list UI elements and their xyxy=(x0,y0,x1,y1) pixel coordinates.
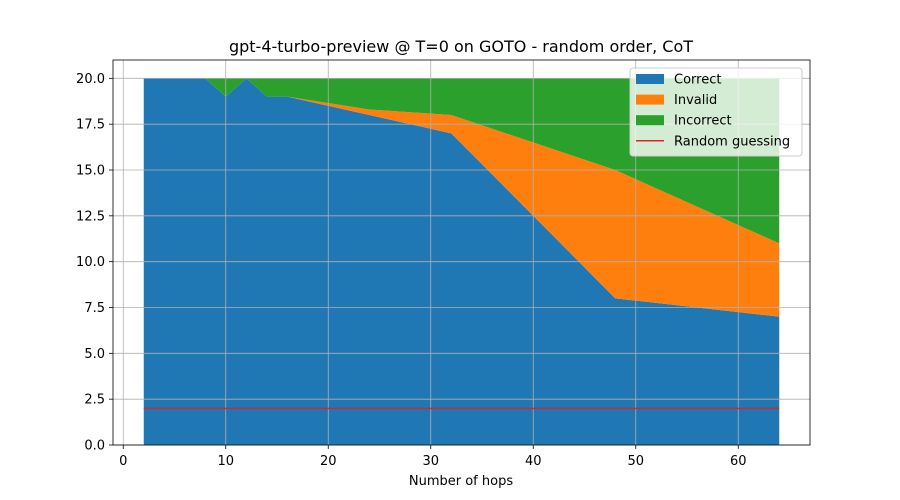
y-tick-label: 20.0 xyxy=(76,72,105,87)
legend: Correct Invalid Incorrect Random guessing xyxy=(629,67,803,157)
y-tick-label: 17.5 xyxy=(76,118,105,133)
x-tick-label: 50 xyxy=(627,454,644,469)
axes-frame xyxy=(112,59,811,446)
legend-label-incorrect: Incorrect xyxy=(674,114,732,129)
y-tick-label: 2.5 xyxy=(84,393,105,408)
legend-swatch-correct xyxy=(636,74,664,84)
chart-title: gpt-4-turbo-preview @ T=0 on GOTO - rand… xyxy=(229,37,693,56)
legend-box xyxy=(629,67,803,157)
x-tick-label: 30 xyxy=(422,454,439,469)
x-tick-label: 20 xyxy=(320,454,337,469)
x-tick-label: 0 xyxy=(119,454,127,469)
area-invalid xyxy=(143,78,780,317)
axes-layer: 0 10 20 30 40 50 60 0.0 2.5 5.0 7.5 10.0 12.5 15.0 17.… xyxy=(76,59,811,469)
area-incorrect xyxy=(143,78,780,244)
x-tick-label: 10 xyxy=(217,454,234,469)
legend-label-random-guessing: Random guessing xyxy=(674,134,790,149)
legend-swatch-invalid xyxy=(636,94,664,105)
y-tick-label: 5.0 xyxy=(84,347,105,362)
y-tick-label: 0.0 xyxy=(84,439,105,454)
legend-swatch-incorrect xyxy=(636,115,664,126)
legend-label-correct: Correct xyxy=(674,73,721,88)
y-tick-label: 10.0 xyxy=(76,255,105,270)
x-tick-label: 60 xyxy=(730,454,747,469)
y-tick-label: 12.5 xyxy=(76,209,105,224)
y-tick-label: 15.0 xyxy=(76,164,105,179)
legend-label-invalid: Invalid xyxy=(674,93,717,108)
y-tick-label: 7.5 xyxy=(84,301,105,316)
x-tick-label: 40 xyxy=(525,454,542,469)
x-axis-label: Number of hops xyxy=(409,474,513,489)
